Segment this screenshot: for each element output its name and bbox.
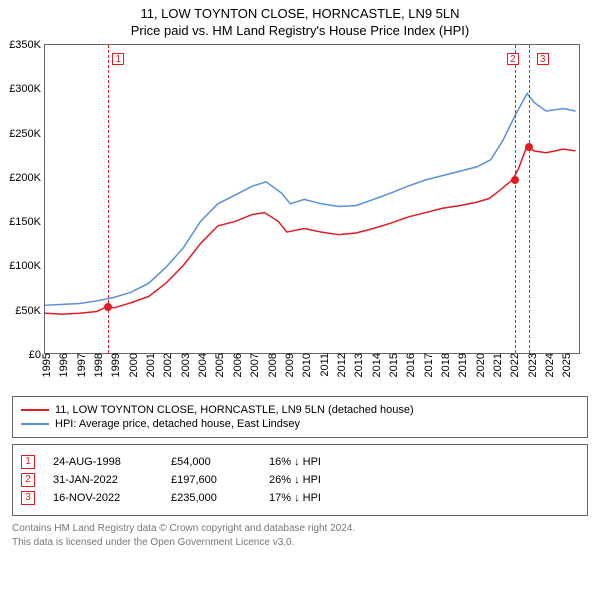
event-date: 31-JAN-2022 (53, 474, 153, 486)
legend: 11, LOW TOYNTON CLOSE, HORNCASTLE, LN9 5… (12, 396, 588, 438)
chart-container: £0£50K£100K£150K£200K£250K£300K£350K1995… (44, 44, 590, 392)
price-point-marker (525, 143, 533, 151)
event-row: 1 24-AUG-1998 £54,000 16% ↓ HPI (21, 455, 579, 469)
x-tick-label: 2006 (228, 353, 244, 377)
legend-swatch (21, 423, 49, 425)
events-table: 1 24-AUG-1998 £54,000 16% ↓ HPI 2 31-JAN-2022… (12, 444, 588, 516)
x-tick-label: 2014 (367, 353, 383, 377)
chart-title-sub: Price paid vs. HM Land Registry's House … (0, 23, 600, 38)
event-price: £54,000 (171, 456, 251, 468)
event-index: 1 (21, 455, 35, 469)
x-tick-label: 2003 (176, 353, 192, 377)
chart-title-address: 11, LOW TOYNTON CLOSE, HORNCASTLE, LN9 5… (0, 6, 600, 21)
chart-lines (45, 45, 579, 354)
event-index-marker: 3 (537, 53, 549, 65)
x-tick-label: 2023 (523, 353, 539, 377)
attribution: Contains HM Land Registry data © Crown c… (12, 522, 588, 549)
x-tick-label: 2021 (488, 353, 504, 377)
x-tick-label: 2011 (315, 353, 331, 377)
y-tick-label: £50K (15, 305, 45, 317)
x-tick-label: 1997 (72, 353, 88, 377)
y-tick-label: £100K (9, 260, 45, 272)
x-tick-label: 2001 (141, 353, 157, 377)
attribution-line1: Contains HM Land Registry data © Crown c… (12, 522, 588, 536)
x-tick-label: 2017 (419, 353, 435, 377)
x-tick-label: 1998 (89, 353, 105, 377)
x-tick-label: 2022 (505, 353, 521, 377)
event-price: £235,000 (171, 492, 251, 504)
x-tick-label: 2018 (436, 353, 452, 377)
event-index: 3 (21, 491, 35, 505)
x-tick-label: 2015 (384, 353, 400, 377)
y-tick-label: £250K (9, 128, 45, 140)
event-line (515, 45, 516, 353)
event-line (529, 45, 530, 353)
event-index-marker: 2 (507, 53, 519, 65)
attribution-line2: This data is licensed under the Open Gov… (12, 536, 588, 550)
x-tick-label: 2000 (124, 353, 140, 377)
x-tick-label: 2019 (453, 353, 469, 377)
legend-label: 11, LOW TOYNTON CLOSE, HORNCASTLE, LN9 5… (55, 404, 414, 416)
legend-row: 11, LOW TOYNTON CLOSE, HORNCASTLE, LN9 5… (21, 404, 579, 416)
x-tick-label: 2007 (245, 353, 261, 377)
x-tick-label: 1996 (54, 353, 70, 377)
event-row: 3 16-NOV-2022 £235,000 17% ↓ HPI (21, 491, 579, 505)
y-tick-label: £200K (9, 172, 45, 184)
x-tick-label: 1995 (37, 353, 53, 377)
x-tick-label: 2008 (263, 353, 279, 377)
x-tick-label: 2024 (540, 353, 556, 377)
y-tick-label: £350K (9, 39, 45, 51)
legend-label: HPI: Average price, detached house, East… (55, 418, 300, 430)
x-tick-label: 2002 (158, 353, 174, 377)
price-point-marker (104, 303, 112, 311)
legend-row: HPI: Average price, detached house, East… (21, 418, 579, 430)
event-date: 24-AUG-1998 (53, 456, 153, 468)
plot-area: £0£50K£100K£150K£200K£250K£300K£350K1995… (44, 44, 580, 354)
event-delta: 26% ↓ HPI (269, 474, 321, 486)
x-tick-label: 2025 (557, 353, 573, 377)
event-date: 16-NOV-2022 (53, 492, 153, 504)
event-price: £197,600 (171, 474, 251, 486)
price-point-marker (511, 176, 519, 184)
x-tick-label: 2012 (332, 353, 348, 377)
event-delta: 16% ↓ HPI (269, 456, 321, 468)
x-tick-label: 2005 (210, 353, 226, 377)
x-tick-label: 2010 (297, 353, 313, 377)
x-tick-label: 2009 (280, 353, 296, 377)
event-index-marker: 1 (112, 53, 124, 65)
legend-swatch (21, 409, 49, 411)
y-tick-label: £300K (9, 83, 45, 95)
event-row: 2 31-JAN-2022 £197,600 26% ↓ HPI (21, 473, 579, 487)
event-index: 2 (21, 473, 35, 487)
x-tick-label: 2016 (401, 353, 417, 377)
x-tick-label: 2020 (471, 353, 487, 377)
y-tick-label: £150K (9, 216, 45, 228)
x-tick-label: 2013 (349, 353, 365, 377)
event-delta: 17% ↓ HPI (269, 492, 321, 504)
x-tick-label: 2004 (193, 353, 209, 377)
x-tick-label: 1999 (106, 353, 122, 377)
